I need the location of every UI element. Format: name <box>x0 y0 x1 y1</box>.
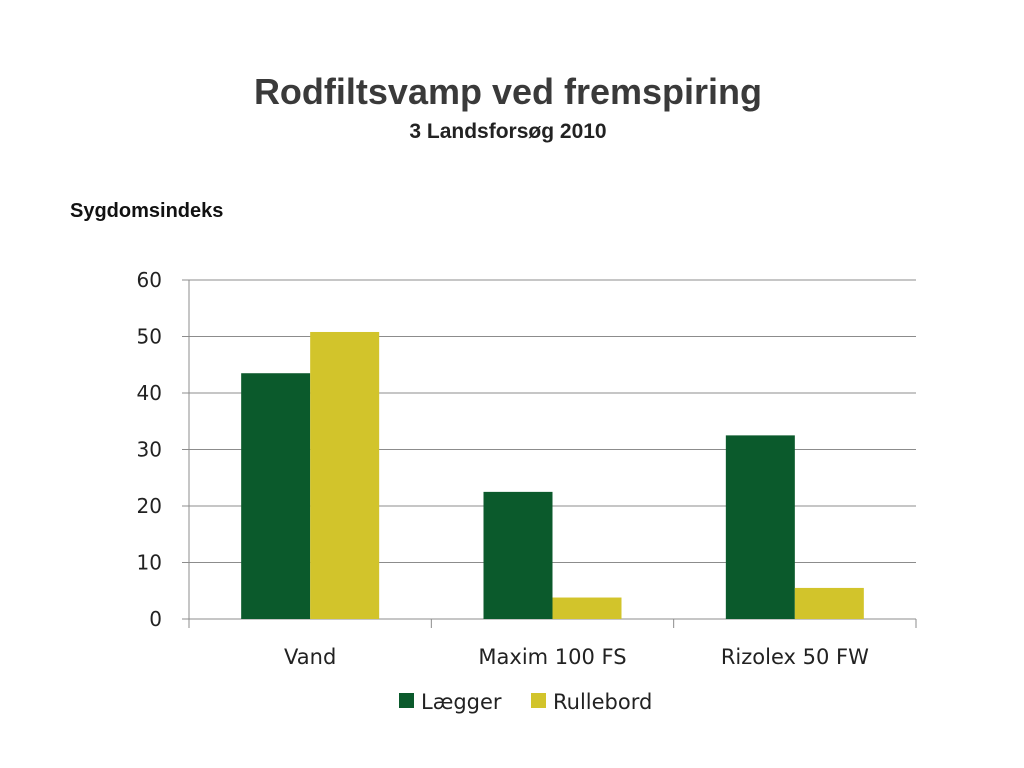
legend-label: Rullebord <box>553 690 652 714</box>
slide-subtitle: 3 Landsforsøg 2010 <box>409 120 607 143</box>
bar-rullebord <box>794 587 864 619</box>
y-axis-caption: Sygdomsindeks <box>70 200 224 222</box>
y-tick-label: 60 <box>137 268 162 292</box>
bar-laegger <box>241 373 311 619</box>
slide-title: Rodfiltsvamp ved fremspiring <box>253 71 763 112</box>
legend-swatch <box>399 693 414 708</box>
bar-laegger <box>725 435 795 619</box>
bar-laegger <box>483 491 553 619</box>
x-category-label: Maxim 100 FS <box>478 645 626 669</box>
y-tick-label: 30 <box>137 438 162 462</box>
y-tick-label: 40 <box>137 381 162 405</box>
y-tick-label: 10 <box>137 551 162 575</box>
bar-rullebord <box>552 597 622 619</box>
x-category-label: Rizolex 50 FW <box>721 645 869 669</box>
x-category-label: Vand <box>284 645 336 669</box>
legend-swatch <box>531 693 546 708</box>
bar-rullebord <box>310 331 380 619</box>
y-tick-label: 0 <box>149 607 162 631</box>
legend-label: Lægger <box>421 690 502 714</box>
y-tick-label: 50 <box>137 325 162 349</box>
y-tick-label: 20 <box>137 494 162 518</box>
